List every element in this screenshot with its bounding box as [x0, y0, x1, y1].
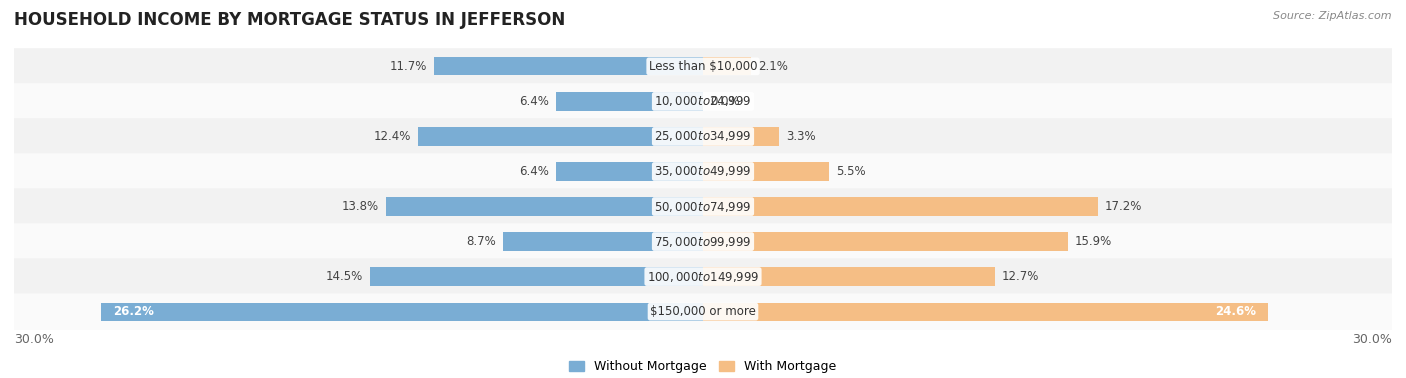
- Text: 13.8%: 13.8%: [342, 200, 380, 213]
- Text: $150,000 or more: $150,000 or more: [650, 305, 756, 318]
- FancyBboxPatch shape: [14, 223, 1392, 260]
- Bar: [387, 197, 703, 215]
- Bar: [101, 302, 703, 321]
- Text: $100,000 to $149,999: $100,000 to $149,999: [647, 270, 759, 284]
- Text: 15.9%: 15.9%: [1076, 235, 1112, 248]
- Text: 30.0%: 30.0%: [1353, 333, 1392, 345]
- Text: 12.4%: 12.4%: [374, 130, 412, 143]
- Text: 17.2%: 17.2%: [1105, 200, 1142, 213]
- Text: 24.6%: 24.6%: [1215, 305, 1257, 318]
- Text: $10,000 to $24,999: $10,000 to $24,999: [654, 94, 752, 108]
- Text: 8.7%: 8.7%: [467, 235, 496, 248]
- Bar: [703, 197, 1098, 215]
- Text: 3.3%: 3.3%: [786, 130, 815, 143]
- Text: Source: ZipAtlas.com: Source: ZipAtlas.com: [1274, 11, 1392, 21]
- FancyBboxPatch shape: [14, 83, 1392, 119]
- Bar: [370, 268, 703, 286]
- FancyBboxPatch shape: [14, 153, 1392, 190]
- FancyBboxPatch shape: [14, 259, 1392, 295]
- FancyBboxPatch shape: [14, 48, 1392, 85]
- FancyBboxPatch shape: [14, 188, 1392, 225]
- Bar: [703, 268, 994, 286]
- Text: 11.7%: 11.7%: [389, 60, 427, 73]
- Text: $75,000 to $99,999: $75,000 to $99,999: [654, 235, 752, 249]
- Bar: [703, 163, 830, 181]
- Legend: Without Mortgage, With Mortgage: Without Mortgage, With Mortgage: [564, 355, 842, 378]
- Text: 6.4%: 6.4%: [519, 165, 550, 178]
- Bar: [703, 302, 1268, 321]
- Text: $25,000 to $34,999: $25,000 to $34,999: [654, 129, 752, 143]
- Text: $35,000 to $49,999: $35,000 to $49,999: [654, 164, 752, 178]
- Text: 5.5%: 5.5%: [837, 165, 866, 178]
- Text: 0.0%: 0.0%: [710, 95, 740, 108]
- Bar: [703, 57, 751, 76]
- Bar: [703, 127, 779, 146]
- Text: 14.5%: 14.5%: [326, 270, 363, 283]
- FancyBboxPatch shape: [14, 118, 1392, 155]
- Bar: [434, 57, 703, 76]
- Text: 30.0%: 30.0%: [14, 333, 53, 345]
- Text: 12.7%: 12.7%: [1001, 270, 1039, 283]
- FancyBboxPatch shape: [14, 293, 1392, 330]
- Text: Less than $10,000: Less than $10,000: [648, 60, 758, 73]
- Text: $50,000 to $74,999: $50,000 to $74,999: [654, 200, 752, 214]
- Bar: [503, 232, 703, 251]
- Text: 2.1%: 2.1%: [758, 60, 787, 73]
- Text: 6.4%: 6.4%: [519, 95, 550, 108]
- Bar: [555, 163, 703, 181]
- Bar: [418, 127, 703, 146]
- Text: 26.2%: 26.2%: [112, 305, 153, 318]
- Bar: [555, 92, 703, 110]
- Bar: [703, 232, 1069, 251]
- Text: HOUSEHOLD INCOME BY MORTGAGE STATUS IN JEFFERSON: HOUSEHOLD INCOME BY MORTGAGE STATUS IN J…: [14, 11, 565, 29]
